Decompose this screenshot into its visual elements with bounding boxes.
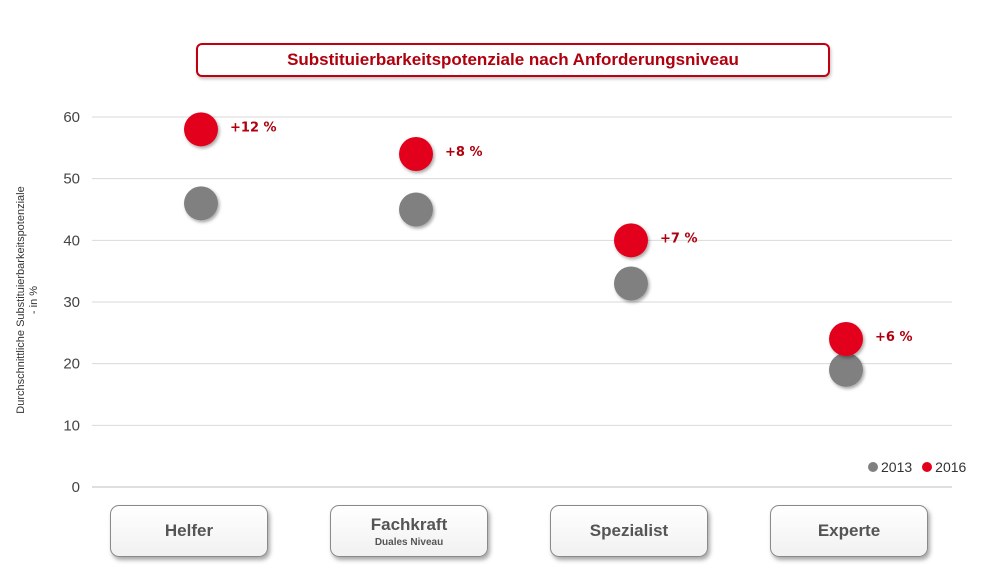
- legend-item-2016: 2016: [922, 459, 966, 475]
- data-point-2016: [184, 112, 218, 147]
- legend-dot-2016: [922, 462, 933, 472]
- legend-label-2016: 2016: [935, 459, 967, 475]
- category-label: Experte: [817, 521, 881, 540]
- legend-dot-2013: [868, 462, 878, 472]
- data-point-2016: [829, 322, 863, 356]
- y-tick-label: 30: [63, 294, 80, 311]
- chart-title: Substituierbarkeitspotenziale nach Anfor…: [287, 50, 739, 69]
- y-tick-label: 60: [63, 109, 80, 126]
- legend-label-2013: 2013: [881, 459, 913, 475]
- category-button-helfer[interactable]: Helfer: [110, 505, 268, 557]
- data-point-2016: [399, 137, 433, 171]
- category-label: Helfer: [164, 521, 214, 540]
- category-label: Spezialist: [589, 521, 669, 540]
- y-tick-label: 0: [72, 479, 80, 496]
- y-tick-label: 10: [63, 417, 80, 434]
- category-sublabel: Duales Niveau: [374, 536, 444, 548]
- data-point-2013: [829, 352, 863, 387]
- change-annotation: +7 %: [660, 231, 698, 246]
- legend: 2013 2016: [868, 459, 976, 475]
- change-annotation: +6 %: [875, 330, 913, 345]
- category-button-experte[interactable]: Experte: [770, 505, 928, 557]
- change-annotation: +12 %: [230, 120, 277, 135]
- change-annotation: +8 %: [445, 145, 483, 160]
- legend-item-2013: 2013: [868, 459, 912, 475]
- y-tick-label: 50: [63, 171, 80, 188]
- chart-title-box: Substituierbarkeitspotenziale nach Anfor…: [196, 43, 830, 77]
- data-point-2013: [614, 266, 648, 301]
- category-button-fachkraft[interactable]: Fachkraft Duales Niveau: [330, 505, 488, 557]
- y-tick-label: 20: [63, 356, 80, 373]
- data-point-2013: [184, 186, 218, 221]
- y-tick-label: 40: [63, 232, 80, 249]
- category-label: Fachkraft: [370, 514, 448, 534]
- category-button-spezialist[interactable]: Spezialist: [550, 505, 708, 557]
- data-point-2016: [614, 223, 648, 258]
- data-point-2013: [399, 192, 433, 227]
